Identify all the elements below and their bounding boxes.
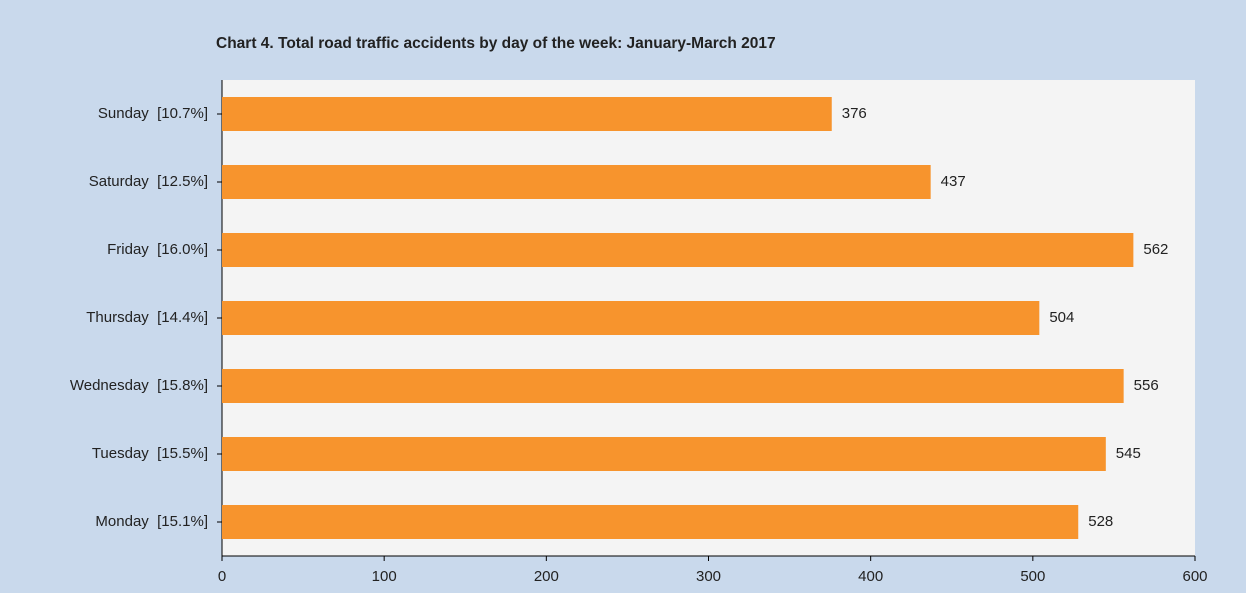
- y-tick-label: Friday [16.0%]: [107, 241, 208, 258]
- bar: [222, 97, 832, 131]
- x-tick-label: 0: [218, 568, 226, 585]
- x-tick-label: 100: [372, 568, 397, 585]
- y-tick-label: Thursday [14.4%]: [86, 309, 208, 326]
- y-tick-label: Tuesday [15.5%]: [92, 445, 208, 462]
- bar: [222, 505, 1079, 539]
- value-label: 376: [842, 105, 867, 122]
- y-tick-label: Monday [15.1%]: [95, 513, 208, 530]
- value-label: 562: [1143, 241, 1168, 258]
- bar: [222, 301, 1040, 335]
- bar: [222, 437, 1106, 471]
- bar: [222, 165, 931, 199]
- value-label: 504: [1049, 309, 1074, 326]
- x-tick-label: 500: [1020, 568, 1045, 585]
- y-tick-label: Saturday [12.5%]: [89, 173, 208, 190]
- chart-title: Chart 4. Total road traffic accidents by…: [216, 35, 776, 52]
- value-label: 528: [1088, 513, 1113, 530]
- y-tick-label: Wednesday [15.8%]: [70, 377, 208, 394]
- x-tick-label: 400: [858, 568, 883, 585]
- y-tick-label: Sunday [10.7%]: [98, 105, 208, 122]
- x-tick-label: 300: [696, 568, 721, 585]
- bar: [222, 369, 1124, 403]
- value-label: 437: [941, 173, 966, 190]
- x-tick-label: 200: [534, 568, 559, 585]
- x-tick-label: 600: [1182, 568, 1207, 585]
- value-label: 556: [1134, 377, 1159, 394]
- value-label: 545: [1116, 445, 1141, 462]
- bar: [222, 233, 1134, 267]
